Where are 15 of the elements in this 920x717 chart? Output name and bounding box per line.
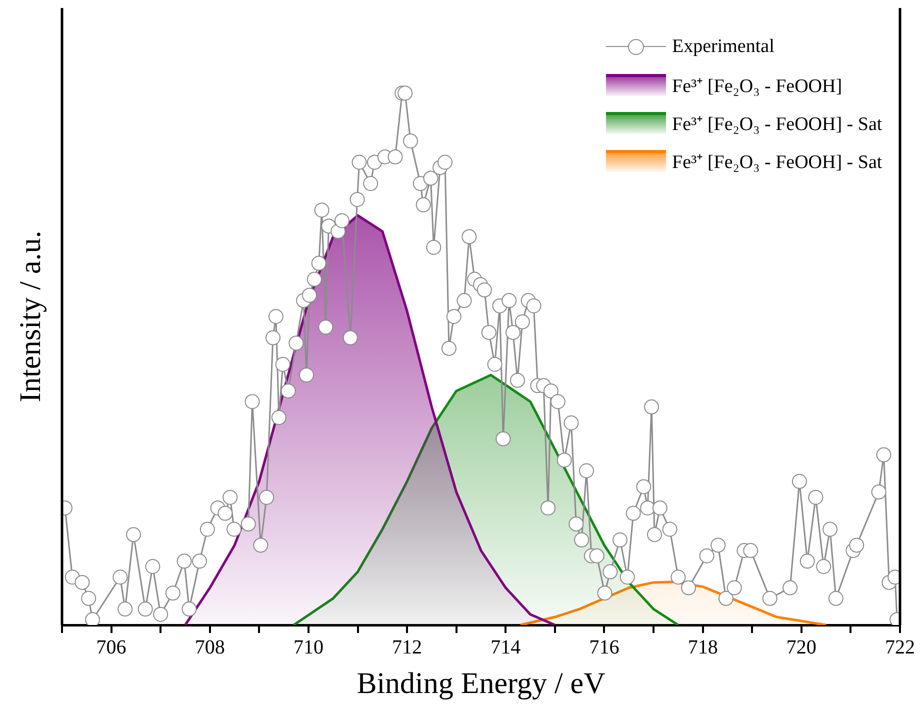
x-tick-label: 718: [688, 636, 718, 658]
x-tick-label: 720: [786, 636, 816, 658]
y-axis-title: Intensity / a.u.: [14, 230, 47, 402]
x-tick-label: 710: [293, 636, 324, 658]
legend-label: Fe³⁺ [Fe₂O₃ - FeOOH] - Sat: [672, 113, 882, 136]
legend-label: Fe³⁺ [Fe₂O₃ - FeOOH] - Sat: [672, 151, 882, 174]
x-tick-label: 706: [96, 636, 126, 658]
x-axis-title: Binding Energy / eV: [356, 666, 606, 700]
x-tick-label: 714: [490, 636, 521, 658]
x-tick-label: 708: [194, 636, 225, 658]
legend-label: Fe³⁺ [Fe₂O₃ - FeOOH]: [672, 75, 842, 98]
x-tick-label: 712: [392, 636, 422, 658]
x-tick-label: 716: [589, 636, 620, 658]
legend-label: Experimental: [672, 36, 774, 58]
x-tick-label: 722: [885, 636, 915, 658]
